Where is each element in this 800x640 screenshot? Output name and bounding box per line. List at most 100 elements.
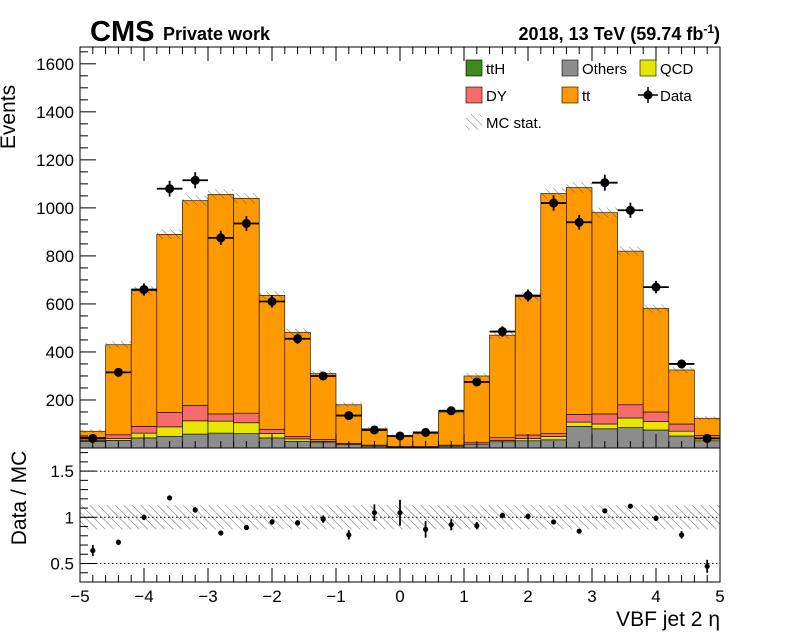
ratio-point-14 [448,522,454,528]
data-point-18 [549,198,559,208]
data-point-1 [113,367,123,377]
ratio-point-3 [167,495,173,501]
bar-tt-bin-16 [489,334,516,438]
mc-stat-hatch-bin-18 [540,188,567,199]
mc-stat-hatch-bin-20 [592,207,618,218]
ratio-y-tick-label-1.5: 1.5 [50,462,74,481]
bar-tt-bin-15 [463,375,490,444]
x-tick-label-5: 5 [715,587,724,606]
ratio-point-9 [320,516,326,522]
data-point-13 [421,427,431,437]
bar-tt-bin-5 [207,194,234,415]
ratio-point-15 [474,523,480,529]
data-point-17 [523,291,533,301]
y-tick-label-1600: 1600 [36,55,74,74]
ratio-y-axis: 0.5 1 1.5 [50,452,96,574]
data-point-14 [446,406,456,416]
mc-stat-hatch-bin-23 [668,366,695,374]
bar-dy-bin-20 [591,413,618,425]
legend-swatch-others [561,59,579,77]
bar-qcd-bin-18 [540,436,567,441]
bar-qcd-bin-6 [233,422,260,434]
ratio-point-2 [141,514,147,520]
legend-label-dy: DY [486,88,507,105]
x-tick-label-0: 0 [395,587,404,606]
bar-tt-bin-1 [105,344,132,436]
legend-label-mcstat: MC stat. [486,115,542,132]
data-points [80,172,720,443]
bar-dy-bin-19 [566,414,593,423]
ratio-panel: 0.5 1 1.5 −5 −4 −3 −2 −1 0 1 2 3 4 5 Data / MC VBF j… [8,447,725,631]
ratio-point-21 [627,503,634,509]
bar-tt-bin-4 [182,200,209,406]
legend-mc-stat-hatch [466,114,482,130]
ratio-point-16 [499,512,505,519]
data-point-15 [472,377,482,387]
bar-qcd-bin-4 [182,420,209,435]
data-point-21 [625,205,635,215]
luminosity-label: 2018, 13 TeV (59.74 fb-1) [519,22,720,44]
bar-dy-bin-7 [258,428,286,434]
data-point-24 [702,433,712,443]
bar-dy-bin-5 [207,413,234,422]
bar-tt-bin-18 [540,193,567,434]
data-point-16 [497,327,507,337]
ratio-point-6 [243,524,249,531]
bar-dy-bin-3 [156,412,183,428]
data-point-9 [318,371,328,381]
y-tick-label-1000: 1000 [36,199,74,218]
bar-tt-bin-7 [258,294,286,430]
bar-dy-bin-21 [617,404,644,419]
bar-tt-bin-2 [130,290,158,427]
ratio-point-7 [269,519,275,525]
mc-stat-hatch-bin-7 [259,291,285,300]
bar-tt-bin-20 [591,212,618,415]
x-tick-label-3: 3 [587,587,596,606]
ratio-point-0 [90,547,96,554]
ratio-point-10 [346,532,352,538]
y-tick-label-400: 400 [46,343,74,362]
bar-tt-bin-3 [156,233,183,413]
bar-qcd-bin-5 [207,420,234,434]
x-tick-label-4: 4 [651,587,660,606]
ratio-point-5 [218,530,224,536]
data-point-19 [574,217,584,227]
mc-stat-hatch-bin-3 [156,229,183,240]
stacked-histograms [79,187,721,449]
bar-tt-bin-14 [438,411,465,446]
ratio-y-tick-label-0.5: 0.5 [50,555,74,574]
ratio-point-11 [371,510,377,516]
y-tick-label-200: 200 [46,391,74,410]
bar-tt-bin-22 [642,308,670,413]
main-y-axis: 200 400 600 800 1000 1200 1400 1600 [36,51,96,437]
private-work-label: Private work [163,24,271,44]
bar-dy-bin-16 [489,437,516,441]
data-point-2 [139,285,149,295]
legend: ttH Others QCD DY tt Data MC stat. [465,59,694,132]
ratio-point-19 [576,528,582,534]
data-point-8 [293,334,303,344]
y-tick-label-800: 800 [46,247,74,266]
x-tick-label--2: −2 [262,587,281,606]
ratio-y-tick-label-1: 1 [65,508,74,527]
bar-qcd-bin-21 [617,417,644,428]
ratio-point-20 [602,508,608,514]
mc-stat-hatch-bin-5 [208,189,234,200]
x-tick-label--5: −5 [70,587,89,606]
mc-stat-hatch-bin-24 [694,416,720,421]
mc-stat-hatch-bin-6 [233,193,260,204]
bar-dy-bin-22 [642,411,670,422]
legend-label-tth: ttH [486,61,505,78]
y-tick-label-1400: 1400 [36,103,74,122]
ratio-point-18 [551,519,557,525]
data-point-7 [267,297,277,307]
cms-label: CMS [90,16,154,48]
data-point-23 [677,359,687,369]
legend-label-others: Others [582,61,627,78]
data-point-3 [165,184,175,194]
legend-label-qcd: QCD [660,61,694,78]
mc-stat-hatch-bin-1 [105,341,132,349]
data-point-10 [344,411,354,421]
mc-stat-hatch-bin-21 [617,246,644,256]
